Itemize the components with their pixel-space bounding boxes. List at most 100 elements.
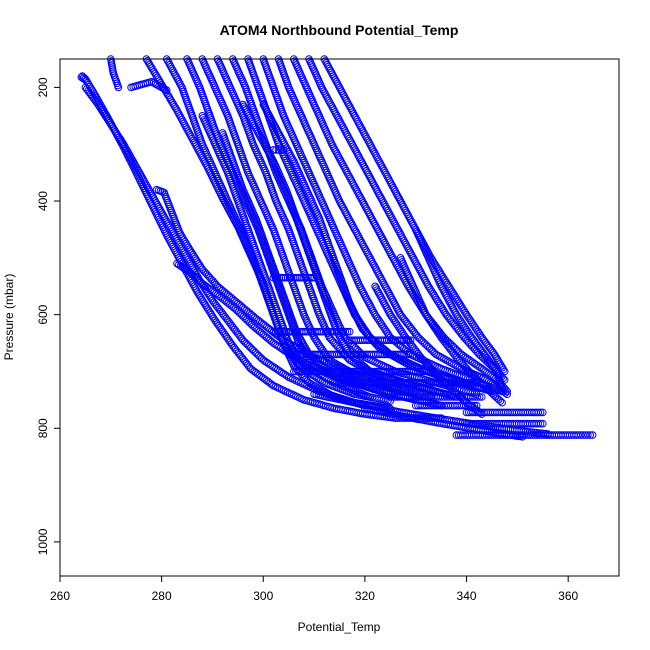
- data-point: [206, 309, 215, 317]
- data-point: [447, 286, 455, 294]
- data-point: [118, 138, 127, 147]
- data-point: [156, 78, 165, 87]
- data-point: [319, 87, 328, 95]
- x-tick-label: 360: [558, 589, 578, 603]
- data-point: [388, 214, 396, 222]
- data-point: [430, 291, 439, 300]
- data-point: [121, 144, 130, 152]
- data-point: [80, 75, 89, 84]
- data-point: [490, 350, 499, 359]
- data-point: [341, 343, 350, 351]
- data-point: [449, 290, 458, 298]
- data-point: [401, 358, 409, 367]
- data-point: [381, 202, 390, 211]
- data-point: [202, 303, 211, 311]
- data-point: [497, 362, 506, 370]
- data-point: [204, 305, 212, 313]
- data-point: [427, 286, 435, 294]
- data-point: [150, 195, 158, 203]
- data-point: [157, 208, 166, 217]
- data-point: [362, 204, 371, 213]
- data-point: [201, 301, 210, 310]
- data-point: [355, 191, 364, 200]
- data-point: [275, 131, 284, 139]
- data-point: [399, 357, 407, 366]
- data-point: [171, 246, 179, 255]
- data-point: [339, 339, 348, 347]
- data-point: [147, 189, 155, 198]
- data-point: [348, 221, 357, 230]
- data-point: [269, 119, 278, 128]
- data-point: [394, 225, 402, 234]
- data-point: [200, 299, 209, 308]
- data-point: [153, 201, 162, 209]
- chart-title: ATOM4 Northbound Potential_Temp: [220, 22, 459, 38]
- data-point: [412, 259, 421, 268]
- data-point: [184, 255, 192, 264]
- data-point: [424, 282, 433, 291]
- data-point: [375, 229, 384, 237]
- data-point: [503, 390, 512, 399]
- data-point: [143, 57, 152, 65]
- data-point: [350, 112, 359, 120]
- data-point: [440, 355, 448, 363]
- data-point: [369, 259, 377, 268]
- data-point: [134, 166, 143, 175]
- data-point: [350, 225, 359, 234]
- data-point: [160, 84, 168, 92]
- data-point: [175, 228, 184, 237]
- data-point: [432, 295, 441, 304]
- data-point: [277, 368, 286, 377]
- data-point: [180, 236, 188, 244]
- data-point: [314, 339, 322, 347]
- data-point: [356, 155, 365, 164]
- data-point: [344, 214, 353, 222]
- data-point: [326, 98, 334, 107]
- data-point: [208, 312, 217, 321]
- data-point: [125, 149, 133, 158]
- data-point: [177, 113, 185, 122]
- data-point: [425, 284, 434, 292]
- data-point: [369, 146, 377, 154]
- y-axis-label: Pressure (mbar): [2, 274, 16, 361]
- data-point: [376, 318, 385, 327]
- data-point: [163, 218, 171, 226]
- data-point: [343, 131, 351, 139]
- data-point: [161, 214, 169, 222]
- data-point: [300, 346, 308, 355]
- data-point: [239, 100, 247, 109]
- y-tick-label: 1000: [36, 528, 50, 555]
- data-point: [155, 204, 164, 213]
- data-point: [393, 191, 402, 200]
- y-tick-label: 400: [36, 191, 50, 211]
- x-tick-label: 320: [355, 589, 375, 603]
- data-point: [263, 108, 272, 116]
- data-point: [177, 232, 186, 240]
- data-point: [245, 112, 253, 120]
- data-point: [458, 303, 466, 311]
- data-point: [189, 280, 197, 289]
- data-point: [161, 86, 169, 94]
- data-point: [132, 163, 140, 171]
- data-point: [139, 176, 148, 184]
- data-point: [336, 333, 344, 342]
- data-point: [429, 290, 438, 298]
- points-layer: [77, 55, 597, 441]
- data-point: [363, 248, 371, 256]
- data-point: [189, 250, 197, 259]
- data-point: [148, 64, 156, 72]
- data-point: [166, 223, 174, 232]
- data-point: [338, 159, 346, 167]
- data-point: [378, 346, 386, 354]
- data-point: [406, 216, 415, 224]
- data-point: [434, 297, 442, 306]
- data-point: [496, 360, 504, 368]
- data-point: [382, 327, 391, 336]
- data-point: [199, 297, 207, 306]
- data-point: [363, 295, 371, 304]
- data-point: [356, 282, 364, 291]
- data-point: [181, 250, 189, 258]
- data-point: [165, 221, 173, 230]
- data-point: [357, 237, 365, 245]
- data-point: [207, 310, 216, 319]
